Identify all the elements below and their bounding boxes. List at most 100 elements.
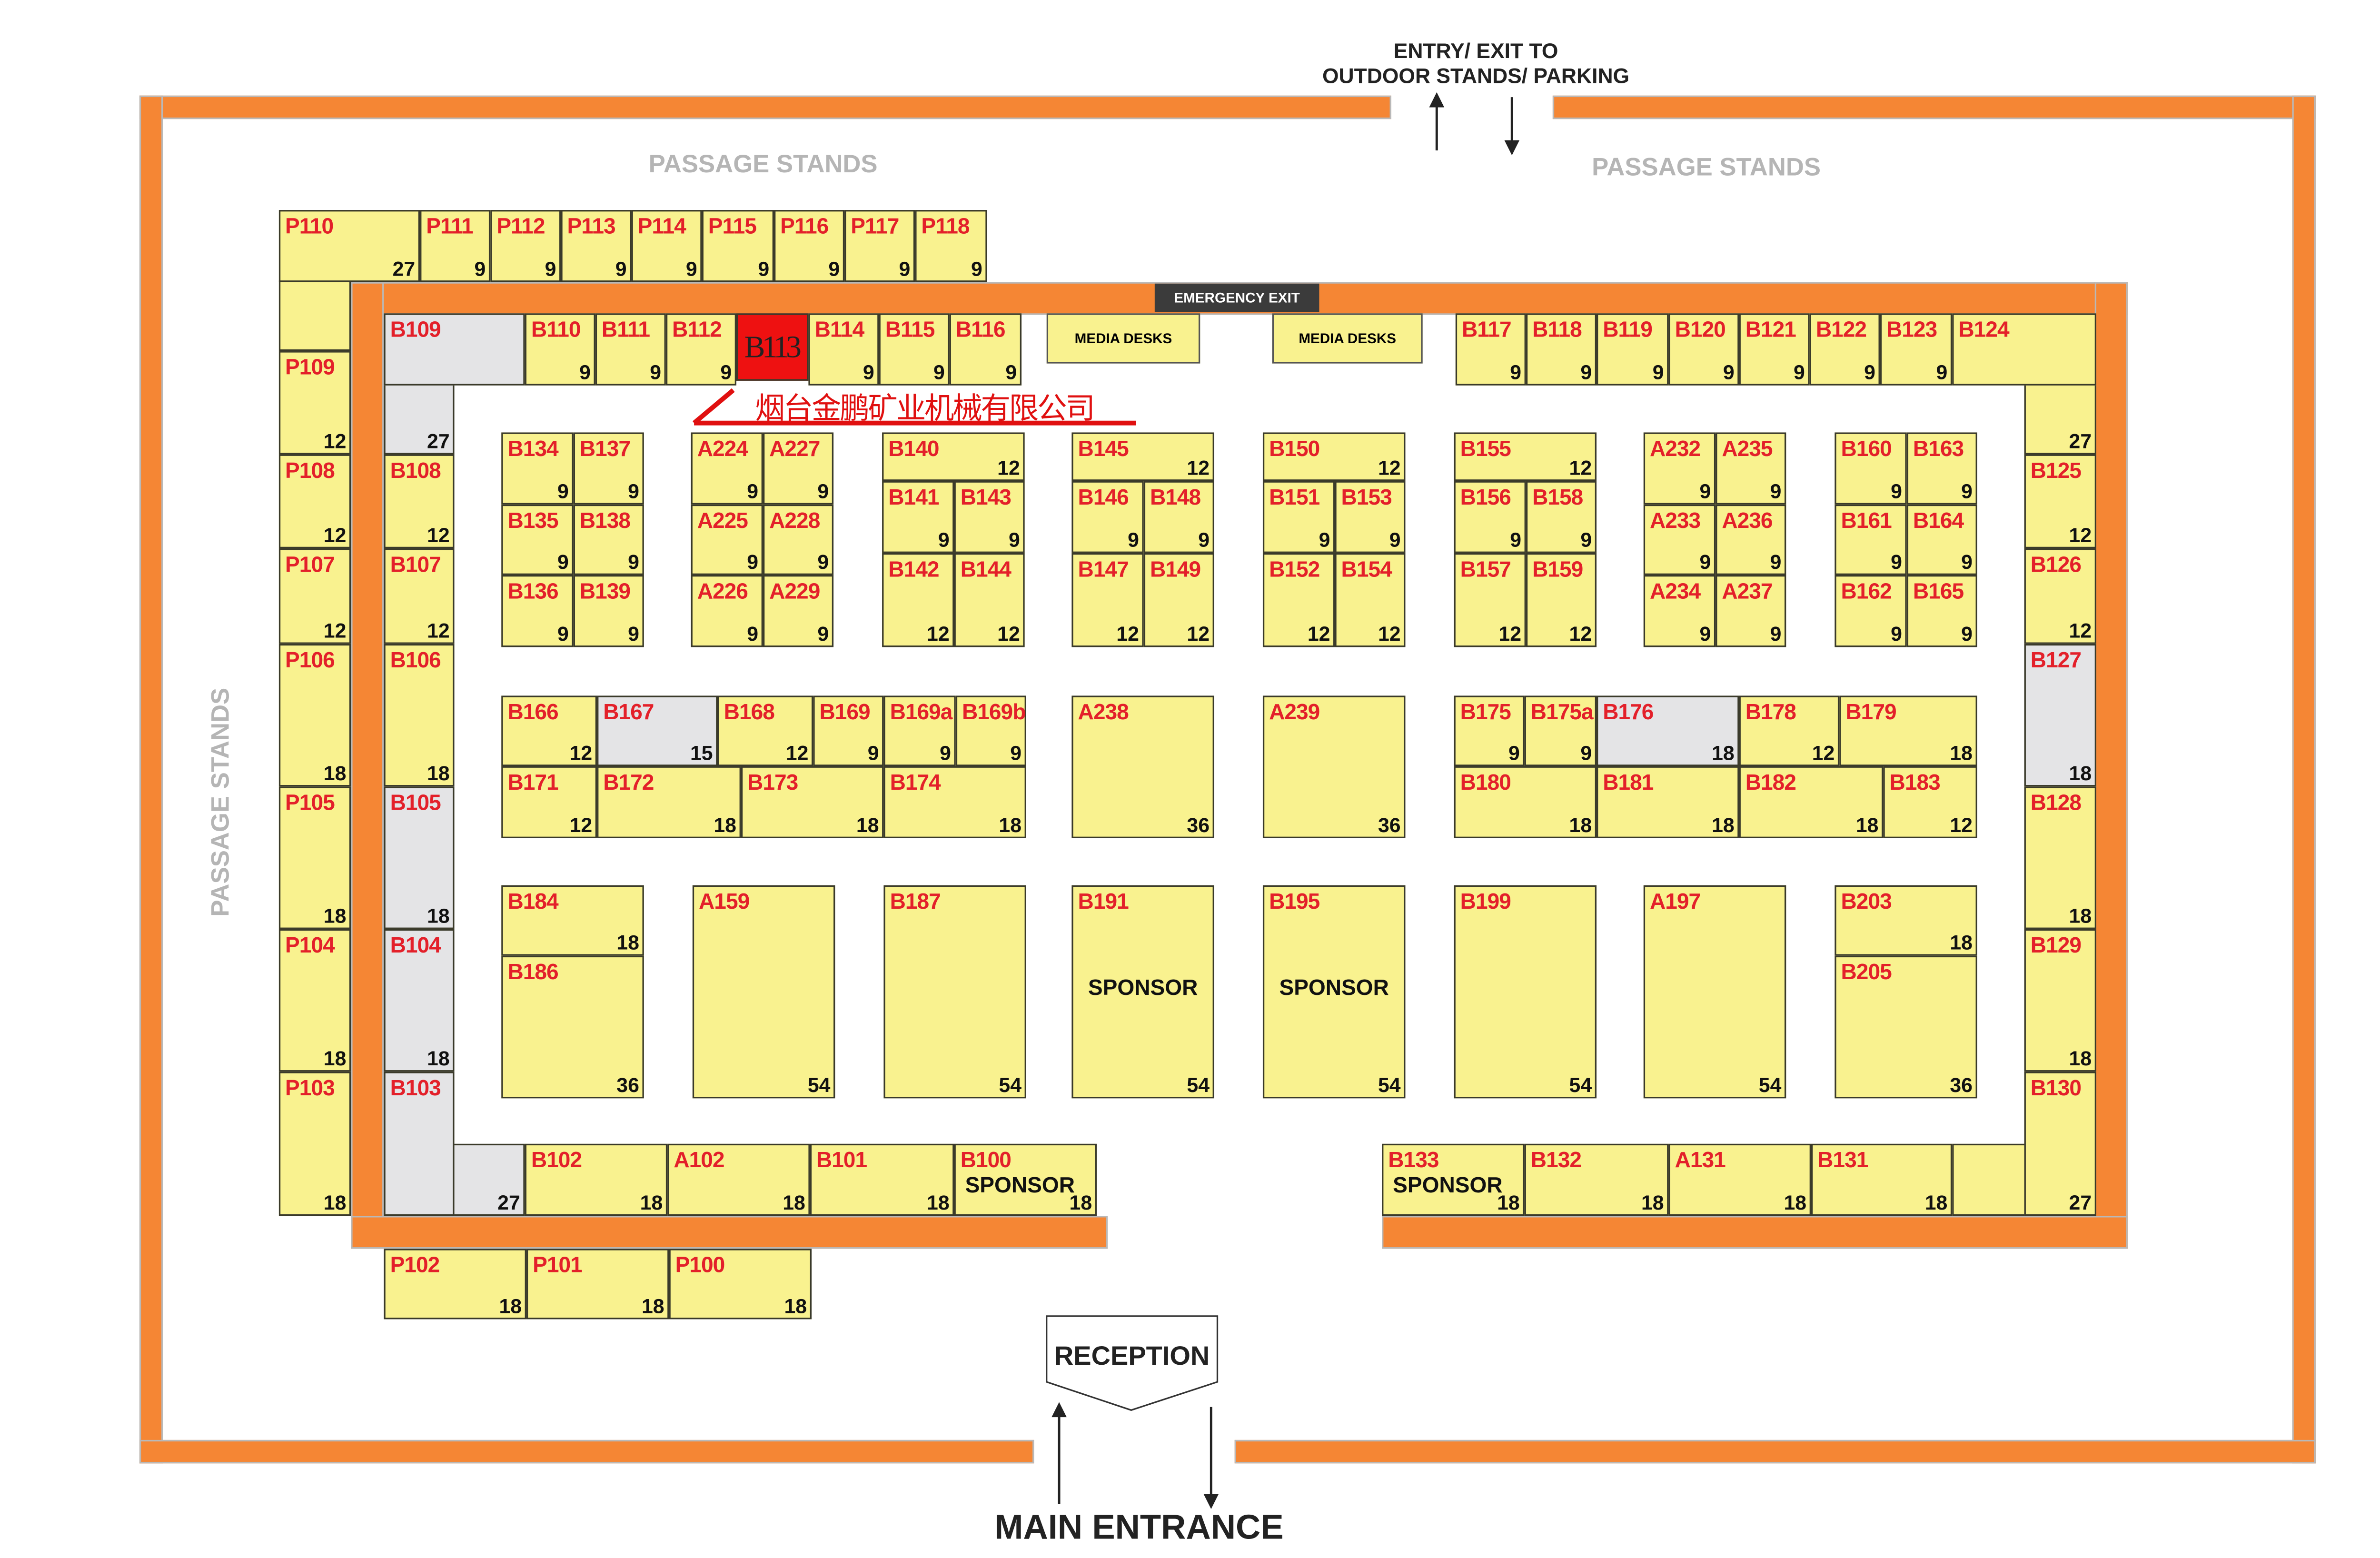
booth-b136[interactable]: B136 9 bbox=[501, 575, 574, 647]
booth-b109[interactable]: B109 bbox=[384, 313, 525, 386]
booth-b130[interactable]: B130 27 bbox=[2024, 1072, 2097, 1216]
booth-a238[interactable]: A238 36 bbox=[1071, 695, 1214, 838]
booth-a229[interactable]: A229 9 bbox=[763, 575, 834, 647]
booth-b149[interactable]: B149 12 bbox=[1143, 553, 1214, 647]
booth-b150[interactable]: B150 12 bbox=[1262, 432, 1406, 481]
booth-b115[interactable]: B115 9 bbox=[879, 313, 950, 386]
booth-a225[interactable]: A225 9 bbox=[691, 504, 763, 575]
booth-b165[interactable]: B165 9 bbox=[1906, 575, 1977, 647]
booth-a239[interactable]: A239 36 bbox=[1262, 695, 1406, 838]
booth-p117[interactable]: P117 9 bbox=[844, 210, 915, 282]
booth-b141[interactable]: B141 9 bbox=[882, 481, 954, 553]
booth-p105[interactable]: P105 18 bbox=[278, 786, 351, 929]
booth-b144[interactable]: B144 12 bbox=[954, 553, 1025, 647]
booth-b103[interactable]: B103 bbox=[384, 1072, 455, 1216]
booth-b179[interactable]: B179 18 bbox=[1839, 695, 1977, 766]
booth-b158[interactable]: B158 9 bbox=[1526, 481, 1597, 553]
booth-b126[interactable]: B126 12 bbox=[2024, 548, 2097, 644]
booth-b120[interactable]: B120 9 bbox=[1668, 313, 1739, 386]
booth-b154[interactable]: B154 12 bbox=[1335, 553, 1406, 647]
booth-b175[interactable]: B175 9 bbox=[1454, 695, 1525, 766]
booth-b162[interactable]: B162 9 bbox=[1835, 575, 1907, 647]
booth-b108[interactable]: B108 12 bbox=[384, 454, 455, 549]
booth-b184[interactable]: B184 18 bbox=[501, 885, 644, 956]
booth-p102[interactable]: P102 18 bbox=[384, 1249, 526, 1320]
booth-b180[interactable]: B180 18 bbox=[1454, 766, 1597, 838]
booth-b111[interactable]: B111 9 bbox=[595, 313, 666, 386]
booth-b104[interactable]: B104 18 bbox=[384, 929, 455, 1072]
booth-b172[interactable]: B172 18 bbox=[597, 766, 741, 838]
booth-b124[interactable]: B124 bbox=[1952, 313, 2097, 386]
booth-b117[interactable]: B117 9 bbox=[1455, 313, 1526, 386]
booth-p110[interactable]: P110 27 bbox=[278, 210, 420, 282]
booth-p112[interactable]: P112 9 bbox=[490, 210, 561, 282]
booth-b134[interactable]: B134 9 bbox=[501, 432, 574, 505]
booth-b183[interactable]: B183 12 bbox=[1883, 766, 1977, 838]
booth-b113[interactable]: B113 bbox=[736, 313, 809, 381]
booth-b187[interactable]: B187 54 bbox=[883, 885, 1026, 1099]
booth-a235[interactable]: A235 9 bbox=[1716, 432, 1786, 505]
booth-b131[interactable]: B131 18 bbox=[1811, 1143, 1953, 1216]
booth-b107[interactable]: B107 12 bbox=[384, 548, 455, 644]
booth-b164[interactable]: B164 9 bbox=[1906, 504, 1977, 575]
booth-b169a[interactable]: B169a 9 bbox=[883, 695, 956, 766]
booth-b127[interactable]: B127 18 bbox=[2024, 644, 2097, 787]
booth-p114[interactable]: P114 9 bbox=[631, 210, 702, 282]
booth-b137[interactable]: B137 9 bbox=[573, 432, 644, 505]
booth-b129[interactable]: B129 18 bbox=[2024, 929, 2097, 1072]
booth-b171[interactable]: B171 12 bbox=[501, 766, 597, 838]
booth-b142[interactable]: B142 12 bbox=[882, 553, 954, 647]
booth-b101[interactable]: B101 18 bbox=[810, 1143, 954, 1216]
booth-p116[interactable]: P116 9 bbox=[774, 210, 845, 282]
media-desks-1[interactable]: MEDIA DESKS bbox=[1046, 313, 1200, 364]
booth-b166[interactable]: B166 12 bbox=[501, 695, 597, 766]
booth-b102[interactable]: B102 18 bbox=[525, 1143, 668, 1216]
booth-b153[interactable]: B153 9 bbox=[1335, 481, 1406, 553]
booth-p109[interactable]: P109 12 bbox=[278, 351, 351, 455]
booth-b128[interactable]: B128 18 bbox=[2024, 786, 2097, 929]
booth-b160[interactable]: B160 9 bbox=[1835, 432, 1907, 505]
booth-a131[interactable]: A131 18 bbox=[1668, 1143, 1811, 1216]
booth-b155[interactable]: B155 12 bbox=[1454, 432, 1597, 481]
booth-b106[interactable]: B106 18 bbox=[384, 644, 455, 787]
booth-b178[interactable]: B178 12 bbox=[1739, 695, 1840, 766]
booth-b159[interactable]: B159 12 bbox=[1526, 553, 1597, 647]
booth-b195[interactable]: B195 SPONSOR 54 bbox=[1262, 885, 1406, 1099]
booth-p103[interactable]: P103 18 bbox=[278, 1072, 351, 1216]
booth-b112[interactable]: B112 9 bbox=[665, 313, 737, 386]
booth-b122[interactable]: B122 9 bbox=[1809, 313, 1880, 386]
booth-b169[interactable]: B169 9 bbox=[813, 695, 884, 766]
booth-b110[interactable]: B110 9 bbox=[525, 313, 595, 386]
booth-a226[interactable]: A226 9 bbox=[691, 575, 763, 647]
booth-b109-extension[interactable]: 27 bbox=[384, 384, 455, 455]
booth-a224[interactable]: A224 9 bbox=[691, 432, 763, 505]
booth-a237[interactable]: A237 9 bbox=[1716, 575, 1786, 647]
booth-b205[interactable]: B205 36 bbox=[1835, 955, 1977, 1099]
booth-b182[interactable]: B182 18 bbox=[1739, 766, 1884, 838]
booth-a228[interactable]: A228 9 bbox=[763, 504, 834, 575]
booth-b130-extension[interactable] bbox=[1952, 1143, 2026, 1216]
booth-b168[interactable]: B168 12 bbox=[717, 695, 813, 766]
booth-b203[interactable]: B203 18 bbox=[1835, 885, 1977, 956]
booth-p108[interactable]: P108 12 bbox=[278, 454, 351, 549]
booth-b143[interactable]: B143 9 bbox=[954, 481, 1025, 553]
booth-b191[interactable]: B191 SPONSOR 54 bbox=[1071, 885, 1214, 1099]
booth-b186[interactable]: B186 36 bbox=[501, 955, 644, 1099]
booth-a227[interactable]: A227 9 bbox=[763, 432, 834, 505]
booth-b147[interactable]: B147 12 bbox=[1071, 553, 1144, 647]
booth-b116[interactable]: B116 9 bbox=[949, 313, 1022, 386]
booth-b105[interactable]: B105 18 bbox=[384, 786, 455, 929]
media-desks-2[interactable]: MEDIA DESKS bbox=[1272, 313, 1423, 364]
booth-p118[interactable]: P118 9 bbox=[915, 210, 987, 282]
booth-b123[interactable]: B123 9 bbox=[1880, 313, 1953, 386]
booth-a159[interactable]: A159 54 bbox=[692, 885, 835, 1099]
booth-b100[interactable]: B100 SPONSOR 18 bbox=[954, 1143, 1097, 1216]
booth-b135[interactable]: B135 9 bbox=[501, 504, 574, 575]
booth-b114[interactable]: B114 9 bbox=[808, 313, 879, 386]
booth-b161[interactable]: B161 9 bbox=[1835, 504, 1907, 575]
booth-b125[interactable]: B125 12 bbox=[2024, 454, 2097, 549]
booth-p110-extension[interactable] bbox=[278, 280, 351, 351]
booth-a234[interactable]: A234 9 bbox=[1643, 575, 1716, 647]
booth-b119[interactable]: B119 9 bbox=[1597, 313, 1669, 386]
booth-b138[interactable]: B138 9 bbox=[573, 504, 644, 575]
